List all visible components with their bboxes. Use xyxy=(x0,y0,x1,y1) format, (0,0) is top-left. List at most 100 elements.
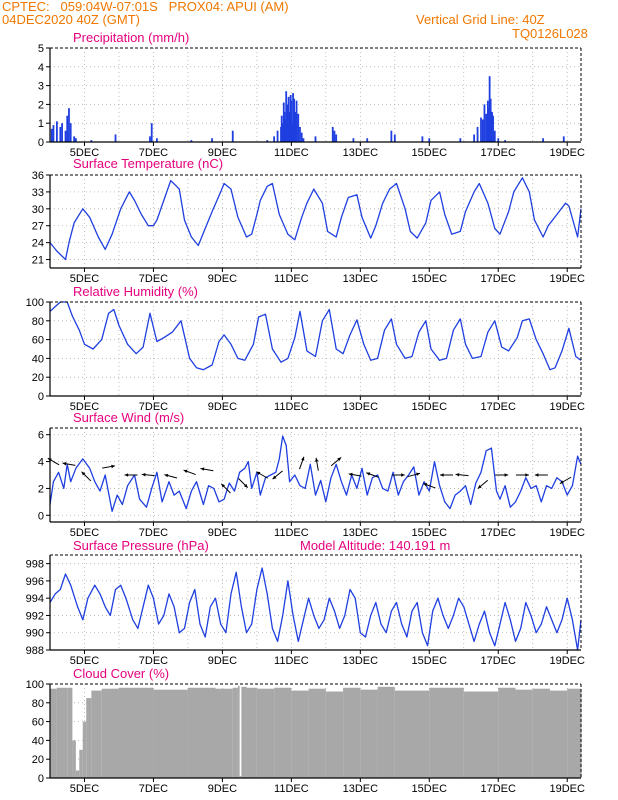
pressure-xtick-label: 9DEC xyxy=(208,655,237,667)
precip-bar xyxy=(473,134,476,142)
wind-ytick-label: 2 xyxy=(38,483,44,495)
cloud-area-segment xyxy=(377,686,395,778)
precip-bar xyxy=(287,96,290,142)
rh-ytick-label: 80 xyxy=(32,316,44,328)
precip-bar xyxy=(487,108,490,142)
wind-vector-head xyxy=(200,467,205,471)
precip-bar xyxy=(481,119,484,142)
precip-bar xyxy=(190,140,193,142)
pressure-xtick-label: 11DEC xyxy=(274,655,309,667)
precip-bar xyxy=(280,115,283,142)
precip-bar xyxy=(480,117,482,142)
pressure-xtick-label: 13DEC xyxy=(343,655,379,667)
pressure-xtick-label: 7DEC xyxy=(139,655,168,667)
wind-vector-head xyxy=(183,469,188,473)
cloud-xtick-label: 17DEC xyxy=(481,783,517,795)
wind-xtick-label: 11DEC xyxy=(274,527,309,539)
precip-bar xyxy=(476,126,479,142)
precip-bar xyxy=(284,119,287,142)
precip-bar xyxy=(491,111,493,142)
precip-bar xyxy=(393,134,396,142)
precip-bar xyxy=(562,136,565,142)
rh-xtick-label: 13DEC xyxy=(343,401,379,413)
precip-bar xyxy=(366,138,369,142)
precip-bar xyxy=(483,104,486,142)
precip-bar xyxy=(428,138,431,142)
precip-bar xyxy=(155,138,158,142)
precip-ytick-label: 5 xyxy=(38,43,44,55)
precip-xtick-label: 9DEC xyxy=(208,147,237,159)
precip-bar xyxy=(421,136,424,142)
cloud-area-segment xyxy=(241,686,247,778)
rh-ytick-label: 20 xyxy=(32,372,44,384)
precip-xtick-label: 15DEC xyxy=(412,147,448,159)
wind-vector-head xyxy=(221,483,225,488)
precip-xtick-label: 13DEC xyxy=(343,147,379,159)
wind-vector-head xyxy=(534,473,539,477)
cloud-area-segment xyxy=(429,687,464,778)
precip-bar xyxy=(52,125,55,142)
pressure-annotation: Model Altitude: 140.191 m xyxy=(300,538,450,553)
rh-xtick-label: 7DEC xyxy=(139,401,168,413)
precip-ytick-label: 1 xyxy=(38,118,44,130)
cloud-area-segment xyxy=(50,688,57,778)
temp-xtick-label: 19DEC xyxy=(549,273,585,285)
temp-xtick-label: 9DEC xyxy=(208,273,237,285)
header-station-line: CPTEC: 059:04W-07:01S PROX04: APUI (AM) xyxy=(2,0,289,14)
wind-vector-head xyxy=(525,473,529,477)
precip-bar xyxy=(300,132,303,142)
precip-bar xyxy=(69,123,72,142)
cloud-xtick-label: 9DEC xyxy=(208,783,237,795)
wind-vector-head xyxy=(243,483,248,488)
precip-xtick-label: 7DEC xyxy=(139,147,168,159)
precip-bar xyxy=(331,126,334,142)
cloud-ytick-label: 0 xyxy=(38,773,44,785)
cloud-xtick-label: 11DEC xyxy=(274,783,309,795)
wind-vector-head xyxy=(164,473,169,478)
precip-bar xyxy=(485,113,488,142)
cloud-area-segment xyxy=(308,688,326,778)
precip-bar xyxy=(288,111,291,142)
cloud-area-segment xyxy=(72,740,76,778)
temp-xtick-label: 15DEC xyxy=(412,273,448,285)
precip-bar xyxy=(59,126,62,142)
precip-xtick-label: 19DEC xyxy=(549,147,585,159)
header-grid-line-note: Vertical Grid Line: 40Z xyxy=(416,12,545,27)
pressure-xtick-label: 19DEC xyxy=(549,655,585,667)
cloud-ytick-label: 20 xyxy=(32,754,44,766)
precip-bar xyxy=(73,136,76,142)
cloud-xtick-label: 15DEC xyxy=(412,783,448,795)
precip-bar xyxy=(352,138,355,142)
wind-xtick-label: 15DEC xyxy=(412,527,448,539)
precip-bar xyxy=(459,138,462,142)
temp-line xyxy=(49,177,582,261)
precip-ytick-label: 0 xyxy=(38,137,44,149)
temp-xtick-label: 5DEC xyxy=(70,273,99,285)
wind-vector-head xyxy=(111,464,115,469)
precip-bar xyxy=(492,115,494,142)
cloud-area-segment xyxy=(463,691,499,778)
cloud-area-segment xyxy=(360,689,378,778)
wind-vector-head xyxy=(366,472,371,476)
precip-bar xyxy=(294,111,297,142)
rh-line xyxy=(49,301,582,371)
wind-vector-head xyxy=(141,473,146,477)
precip-bar xyxy=(297,113,300,142)
cloud-ytick-label: 80 xyxy=(32,698,44,710)
precip-bar xyxy=(68,108,70,142)
wind-vector-head xyxy=(455,473,460,477)
cloud-area-segment xyxy=(118,687,154,778)
precip-bar xyxy=(542,138,544,142)
rh-ytick-label: 100 xyxy=(26,297,44,309)
pressure-xtick-label: 15DEC xyxy=(412,655,448,667)
precip-bar xyxy=(276,130,279,142)
wind-vector-head xyxy=(416,472,420,476)
precip-bar xyxy=(61,123,63,142)
cloud-xtick-label: 19DEC xyxy=(549,783,585,795)
cloud-area-segment xyxy=(343,687,361,778)
wind-xtick-label: 7DEC xyxy=(139,527,168,539)
precip-title: Precipitation (mm/h) xyxy=(73,30,189,45)
precip-bar xyxy=(149,136,151,142)
